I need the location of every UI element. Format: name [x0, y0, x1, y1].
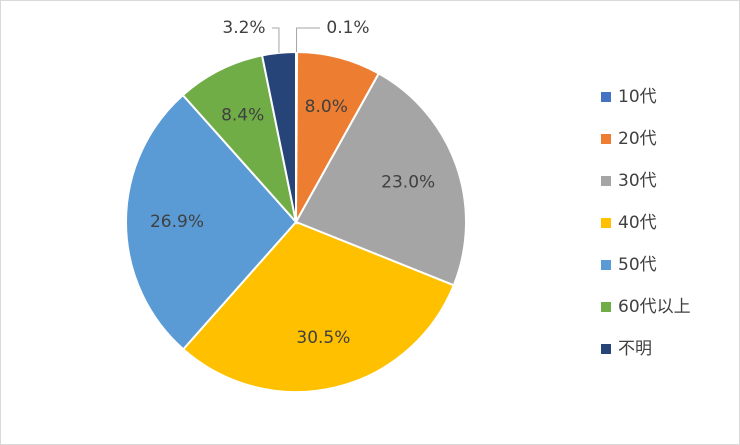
data-label: 23.0% — [381, 172, 435, 192]
legend-swatch — [601, 92, 611, 102]
legend-swatch — [601, 218, 611, 228]
pie-slice — [294, 72, 467, 287]
legend-label: 10代 — [618, 87, 657, 107]
legend-label: 30代 — [618, 171, 657, 191]
pie-slice — [125, 93, 298, 351]
leader-line — [296, 27, 320, 53]
legend-swatch — [601, 134, 611, 144]
pie-slice — [181, 220, 456, 393]
legend-label: 40代 — [618, 213, 657, 233]
legend-swatch — [601, 302, 611, 312]
legend-label: 20代 — [618, 129, 657, 149]
legend-swatch — [601, 260, 611, 270]
data-label: 8.0% — [305, 97, 348, 117]
legend-swatch — [601, 176, 611, 186]
data-label: 8.4% — [221, 106, 264, 126]
legend-swatch — [601, 344, 611, 354]
data-label: 0.1% — [326, 18, 369, 38]
data-label: 26.9% — [150, 212, 204, 232]
pie-slice — [181, 54, 298, 226]
legend-label: 60代以上 — [618, 297, 691, 317]
data-label: 30.5% — [296, 328, 350, 348]
legend-label: 50代 — [618, 255, 657, 275]
leader-line — [272, 27, 280, 53]
data-label: 3.2% — [222, 18, 265, 38]
legend-label: 不明 — [618, 339, 652, 359]
